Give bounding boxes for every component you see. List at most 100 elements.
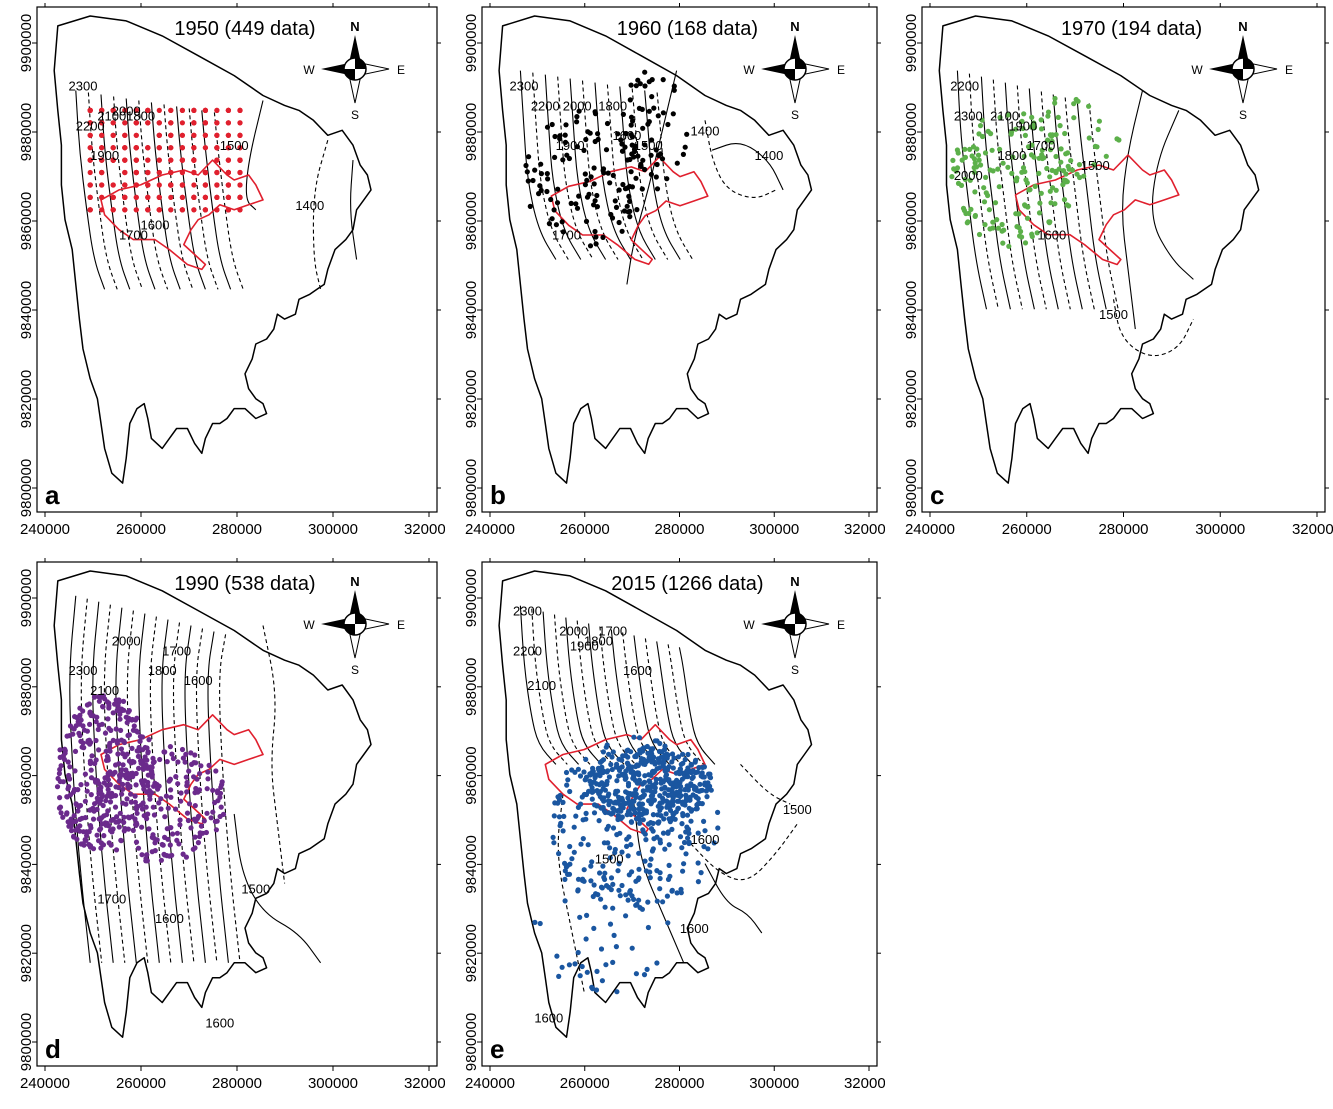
data-point [606,884,612,890]
data-point [132,799,138,805]
data-point [192,752,198,758]
contour-line [233,813,322,964]
data-point [84,788,90,794]
data-point [1055,114,1061,120]
data-point [206,762,212,768]
data-point [193,760,199,766]
data-point [634,207,640,213]
data-point [142,754,148,760]
data-point [110,157,116,163]
data-point [84,833,90,839]
data-point [100,704,106,710]
data-point [695,800,701,807]
data-point [669,888,675,894]
data-point [149,764,155,770]
data-point [1038,117,1044,123]
contour-line [219,634,241,963]
data-point [610,810,616,816]
data-point [655,812,661,818]
data-point [562,876,568,882]
contour-line [126,610,149,963]
data-point [168,120,174,126]
data-point [581,791,587,798]
data-point [591,165,597,171]
data-point [77,705,83,711]
data-point [640,157,646,163]
data-point [152,840,158,846]
data-point [657,151,664,157]
data-point [979,117,985,123]
data-point [175,759,181,765]
data-point [562,132,568,138]
data-point [1052,100,1058,106]
data-point [620,148,626,154]
data-point [646,772,652,778]
data-point [77,802,84,809]
data-point [142,778,148,784]
data-point [647,875,653,881]
contour-label: 1600 [612,128,641,143]
data-point [89,753,95,759]
data-point [647,862,653,868]
data-point [584,969,590,975]
x-tick-label: 280000 [212,521,262,538]
data-point [1045,113,1051,119]
data-point [58,763,64,769]
data-point [551,813,557,819]
data-point [597,759,603,765]
data-point [99,182,105,188]
data-point [123,767,129,773]
data-point [597,870,603,876]
data-point [964,220,970,226]
data-point [600,863,606,869]
data-point [1061,197,1068,203]
data-point [202,194,208,200]
y-tick-label: 9880000 [18,658,35,716]
data-point [110,194,116,200]
data-point [87,169,93,176]
data-point [664,893,670,899]
data-point [662,846,668,852]
contour-label: 1500 [783,802,812,817]
data-point [77,721,83,727]
data-point [110,182,116,188]
data-point [161,851,167,857]
data-point [237,132,243,138]
data-point [635,153,641,159]
panel-title: 1990 (538 data) [174,573,315,595]
data-point [583,756,589,762]
data-point [679,821,685,827]
data-point [595,131,601,137]
data-point [606,751,612,757]
data-point [969,153,975,159]
panel-letter: e [490,1034,504,1064]
data-point [523,162,529,169]
data-point [650,812,656,818]
region-outline [498,15,813,484]
data-point [560,799,566,805]
data-point [624,760,631,766]
data-point [642,166,648,173]
data-point [654,161,660,168]
data-point [167,744,173,750]
data-point [611,932,617,938]
compass-west-label: W [1191,63,1203,77]
data-point [1048,200,1054,206]
data-point [657,886,663,892]
data-point [654,738,660,744]
contour-label: 2300 [510,79,539,94]
data-point [99,107,105,113]
contour-label: 1500 [595,852,624,867]
data-point [183,854,189,860]
contour-line [594,82,631,260]
data-point [609,766,615,773]
data-point [97,800,103,806]
contour-label: 1500 [220,138,249,153]
data-point [145,120,151,126]
contour-line [956,70,988,310]
data-point [715,809,721,815]
data-point [591,882,597,888]
data-point [1005,164,1011,170]
data-point [90,805,96,811]
data-point [962,176,968,182]
